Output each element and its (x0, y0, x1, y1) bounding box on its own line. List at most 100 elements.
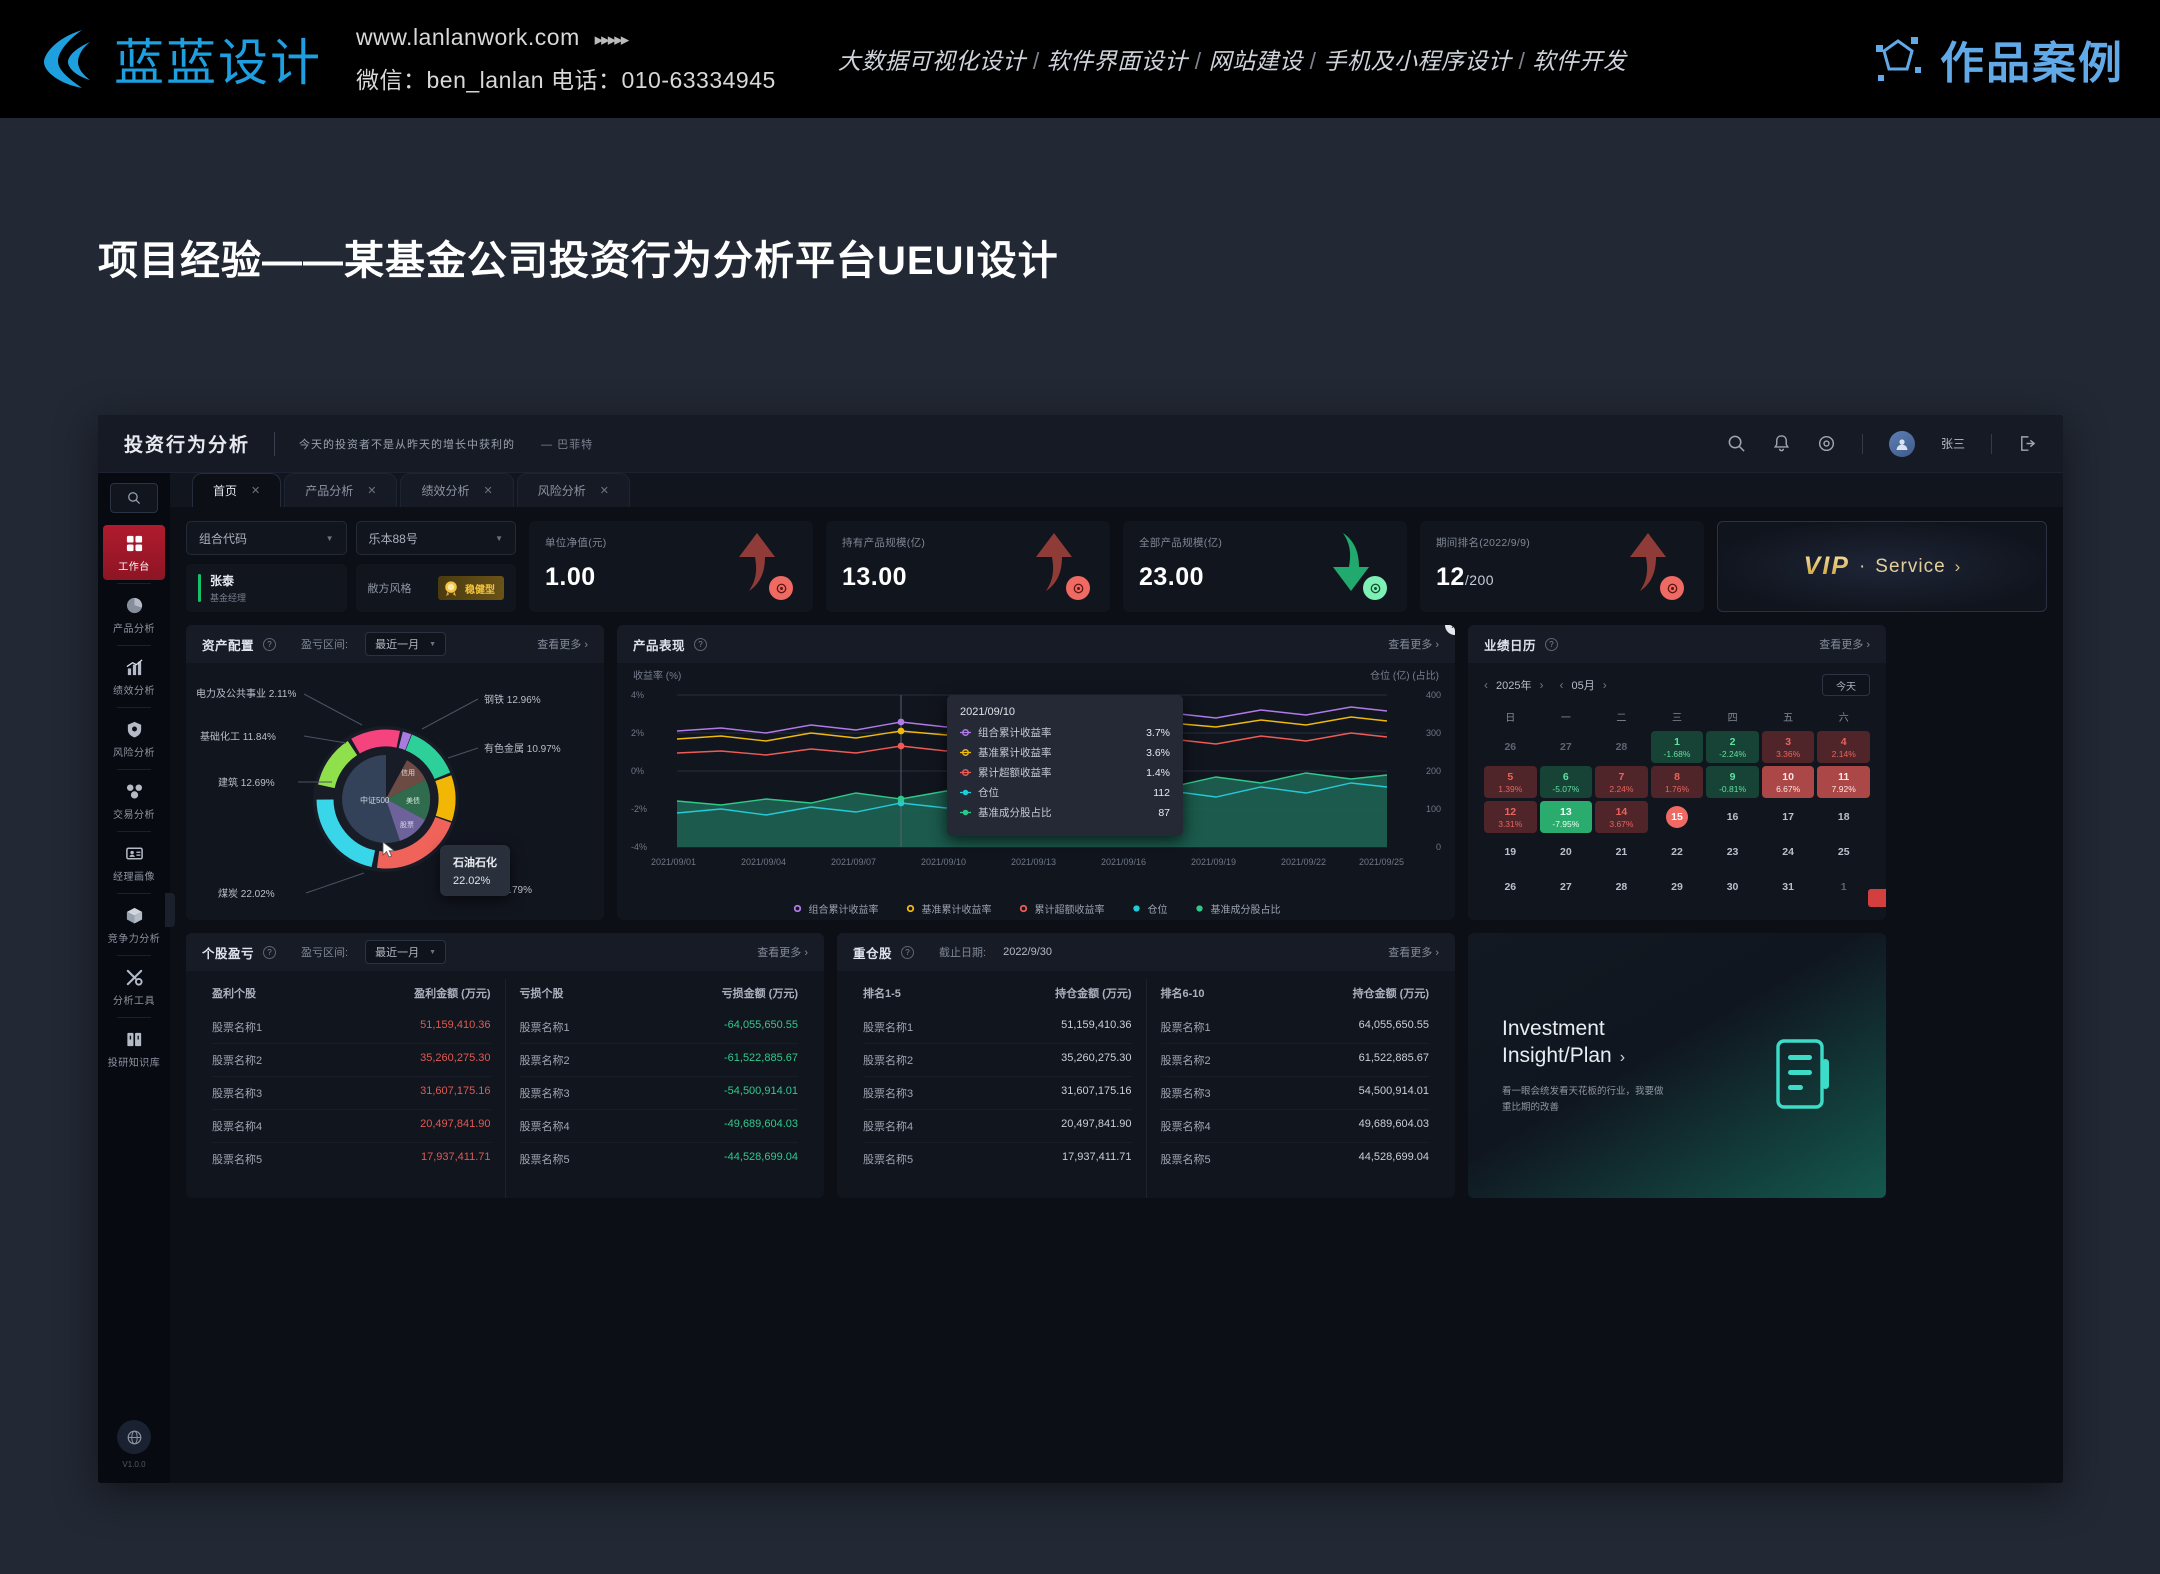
today-button[interactable]: 今天 (1822, 674, 1870, 696)
info-icon[interactable]: ? (901, 945, 915, 959)
table-row[interactable]: 股票名称1 64,055,650.55 (1160, 1011, 1429, 1044)
sidebar-help-button[interactable] (117, 1420, 151, 1454)
table-row[interactable]: 股票名称4 -49,689,604.03 (519, 1110, 798, 1143)
asset-range-select[interactable]: 最近一月 ▼ (365, 632, 447, 656)
close-icon[interactable]: ✕ (1445, 625, 1455, 635)
view-more-link[interactable]: 查看更多 › (757, 947, 808, 959)
close-icon[interactable]: ✕ (483, 485, 493, 497)
sidebar-collapse-handle[interactable] (165, 893, 175, 927)
calendar-day-cell[interactable]: 27 (1540, 731, 1593, 763)
feedback-flag-button[interactable] (1868, 889, 1886, 907)
calendar-day-cell[interactable]: 30 (1706, 871, 1759, 903)
legend-item[interactable]: 组合累计收益率 (792, 901, 879, 916)
prev-month-button[interactable]: ‹ (1559, 678, 1564, 692)
search-icon[interactable] (1727, 434, 1746, 453)
legend-item[interactable]: 累计超额收益率 (1018, 901, 1105, 916)
sidebar-item-analysis-tools[interactable]: 分析工具 (103, 959, 165, 1014)
calendar-day-cell[interactable]: 28 (1595, 871, 1648, 903)
view-more-link[interactable]: 查看更多 › (1388, 639, 1439, 651)
calendar-day-cell[interactable]: 20 (1540, 836, 1593, 868)
calendar-day-cell[interactable]: 22 (1651, 836, 1704, 868)
view-more-link[interactable]: 查看更多 › (1819, 639, 1870, 651)
calendar-day-cell[interactable]: 14 3.67% (1595, 801, 1648, 833)
calendar-day-cell[interactable]: 29 (1651, 871, 1704, 903)
table-row[interactable]: 股票名称2 35,260,275.30 (863, 1044, 1132, 1077)
table-row[interactable]: 股票名称2 61,522,885.67 (1160, 1044, 1429, 1077)
table-row[interactable]: 股票名称5 17,937,411.71 (212, 1143, 491, 1175)
table-row[interactable]: 股票名称5 44,528,699.04 (1161, 1143, 1430, 1175)
legend-item[interactable]: 基准成分股占比 (1194, 901, 1281, 916)
calendar-day-cell[interactable]: 28 (1595, 731, 1648, 763)
calendar-day-cell[interactable]: 25 (1817, 836, 1870, 868)
investment-insight-banner[interactable]: Investment Insight/Plan › 看一眼会统发看天花板的行业，我… (1468, 933, 1886, 1198)
avatar[interactable] (1888, 430, 1915, 457)
sidebar-item-performance-analysis[interactable]: 绩效分析 (103, 649, 165, 704)
calendar-day-cell[interactable]: 16 (1706, 801, 1759, 833)
prev-year-button[interactable]: ‹ (1484, 678, 1488, 692)
calendar-day-cell[interactable]: 7 2.24% (1595, 766, 1648, 798)
calendar-day-cell[interactable]: 23 (1706, 836, 1759, 868)
info-icon[interactable]: ? (263, 945, 277, 959)
table-row[interactable]: 股票名称1 51,159,410.36 (212, 1011, 491, 1044)
table-row[interactable]: 股票名称1 51,159,410.36 (863, 1011, 1132, 1044)
calendar-day-cell[interactable]: 5 1.39% (1484, 766, 1537, 798)
table-row[interactable]: 股票名称4 49,689,604.03 (1160, 1110, 1429, 1143)
table-row[interactable]: 股票名称2 -61,522,885.67 (519, 1044, 798, 1077)
table-row[interactable]: 股票名称3 -54,500,914.01 (519, 1077, 798, 1110)
table-row[interactable]: 股票名称3 54,500,914.01 (1160, 1077, 1429, 1110)
kpi-card[interactable]: 持有产品规模(亿) 13.00 (826, 521, 1110, 612)
settings-icon[interactable] (1817, 434, 1836, 453)
view-more-link[interactable]: 查看更多 › (1388, 947, 1439, 959)
sidebar-item-competitive-analysis[interactable]: 竞争力分析 (103, 897, 165, 952)
calendar-day-cell[interactable]: 13 -7.95% (1539, 801, 1593, 833)
calendar-day-cell[interactable]: 9 -0.81% (1706, 766, 1759, 798)
calendar-day-cell[interactable]: 27 (1540, 871, 1593, 903)
close-icon[interactable]: ✕ (599, 485, 609, 497)
calendar-day-cell[interactable]: 19 (1484, 836, 1537, 868)
vip-service-banner[interactable]: VIP · Service › (1717, 521, 2047, 612)
legend-item[interactable]: 仓位 (1131, 901, 1168, 916)
sidebar-item-manager-portrait[interactable]: 经理画像 (103, 835, 165, 890)
sidebar-item-product-analysis[interactable]: 产品分析 (103, 587, 165, 642)
sidebar-item-workbench[interactable]: 工作台 (103, 525, 165, 580)
legend-item[interactable]: 基准累计收益率 (905, 901, 992, 916)
kpi-card[interactable]: 单位净值(元) 1.00 (529, 521, 813, 612)
calendar-day-cell[interactable]: 3 3.36% (1761, 731, 1815, 763)
view-more-link[interactable]: 查看更多 › (537, 639, 588, 651)
kpi-card[interactable]: 期间排名(2022/9/9) 12/200 (1420, 521, 1704, 612)
kpi-card[interactable]: 全部产品规模(亿) 23.00 (1123, 521, 1407, 612)
logout-icon[interactable] (2018, 434, 2037, 453)
sidebar-search-button[interactable] (110, 483, 158, 513)
table-row[interactable]: 股票名称5 -44,528,699.04 (520, 1143, 799, 1175)
calendar-day-cell[interactable]: 24 (1762, 836, 1815, 868)
next-year-button[interactable]: › (1539, 678, 1544, 692)
table-row[interactable]: 股票名称1 -64,055,650.55 (519, 1011, 798, 1044)
table-row[interactable]: 股票名称4 20,497,841.90 (863, 1110, 1132, 1143)
tab-home[interactable]: 首页 ✕ (192, 473, 282, 507)
calendar-day-cell[interactable]: 10 6.67% (1761, 766, 1815, 798)
calendar-day-cell[interactable]: 12 3.31% (1484, 801, 1537, 833)
close-icon[interactable]: ✕ (251, 485, 261, 497)
risk-style-card[interactable]: 敝方风格 稳健型 (355, 564, 516, 612)
info-icon[interactable]: ? (694, 637, 708, 651)
close-icon[interactable]: ✕ (367, 485, 377, 497)
table-row[interactable]: 股票名称4 20,497,841.90 (212, 1110, 491, 1143)
pnl-range-select[interactable]: 最近一月 ▼ (365, 940, 447, 964)
calendar-day-cell[interactable]: 6 -5.07% (1539, 766, 1593, 798)
sidebar-item-research-library[interactable]: 投研知识库 (103, 1021, 165, 1076)
bell-icon[interactable] (1772, 434, 1791, 453)
table-row[interactable]: 股票名称2 35,260,275.30 (212, 1044, 491, 1077)
table-row[interactable]: 股票名称3 31,607,175.16 (863, 1077, 1132, 1110)
info-icon[interactable]: ? (1545, 637, 1559, 651)
calendar-day-cell[interactable]: 17 (1762, 801, 1815, 833)
tab-performance-analysis[interactable]: 绩效分析 ✕ (400, 473, 514, 507)
calendar-day-cell[interactable]: 18 (1817, 801, 1870, 833)
table-row[interactable]: 股票名称5 17,937,411.71 (863, 1143, 1132, 1175)
calendar-day-cell[interactable]: 15 (1651, 801, 1704, 833)
combo-code-select[interactable]: 组合代码 ▼ (186, 521, 347, 555)
calendar-day-cell[interactable]: 11 7.92% (1817, 766, 1870, 798)
calendar-day-cell[interactable]: 26 (1484, 731, 1537, 763)
tab-product-analysis[interactable]: 产品分析 ✕ (284, 473, 398, 507)
calendar-day-cell[interactable]: 21 (1595, 836, 1648, 868)
calendar-day-cell[interactable]: 31 (1762, 871, 1815, 903)
